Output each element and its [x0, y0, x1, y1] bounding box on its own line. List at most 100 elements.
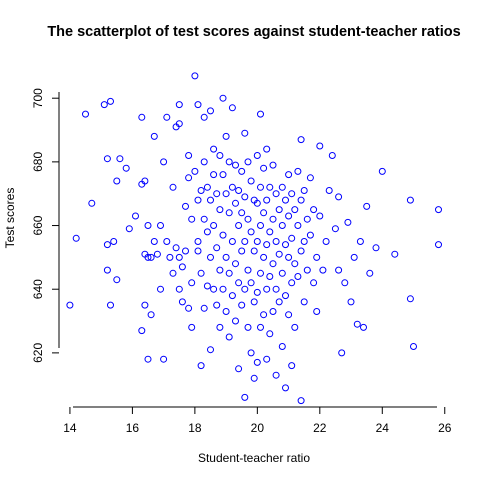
data-point	[253, 152, 261, 159]
data-point	[207, 253, 214, 261]
data-point	[260, 253, 268, 261]
data-point	[303, 215, 311, 223]
data-point	[185, 174, 193, 182]
data-point	[141, 177, 149, 185]
data-point	[216, 323, 224, 331]
data-point	[175, 101, 183, 109]
data-point	[297, 247, 305, 255]
data-point	[160, 158, 168, 166]
data-point	[263, 145, 271, 153]
data-point	[188, 215, 196, 223]
data-point	[247, 349, 255, 357]
data-point	[288, 190, 296, 198]
data-point	[232, 199, 239, 207]
data-point	[191, 167, 199, 175]
data-point	[122, 164, 130, 172]
data-point	[328, 152, 336, 159]
data-point	[163, 113, 171, 121]
data-point	[138, 113, 146, 121]
data-point	[169, 269, 177, 277]
data-point	[235, 365, 243, 373]
data-point	[319, 266, 327, 274]
data-point	[178, 263, 186, 271]
data-point	[225, 209, 233, 217]
data-point	[253, 199, 261, 207]
data-point	[266, 228, 274, 236]
data-point	[366, 269, 374, 277]
data-point	[228, 292, 236, 300]
data-point	[263, 241, 271, 249]
x-tick-label: 26	[438, 421, 452, 435]
data-point	[306, 231, 314, 239]
data-point	[257, 269, 264, 277]
data-point	[263, 285, 271, 293]
x-axis-ticks: 14 16 18 20 22 24 26	[63, 407, 452, 435]
data-point	[172, 244, 180, 252]
data-point	[147, 253, 155, 261]
data-point	[207, 346, 214, 354]
data-point	[185, 152, 193, 159]
data-point	[194, 238, 202, 245]
data-point	[194, 247, 202, 255]
data-point	[241, 393, 249, 401]
data-point	[257, 110, 264, 118]
data-point	[406, 295, 414, 303]
data-point	[194, 196, 202, 204]
data-point	[207, 196, 214, 204]
data-point	[100, 101, 108, 109]
data-point	[235, 187, 243, 194]
data-point	[116, 155, 124, 163]
data-point	[191, 72, 199, 80]
data-point	[225, 333, 233, 341]
data-point	[197, 187, 205, 194]
data-point	[188, 279, 196, 287]
data-point	[225, 269, 233, 277]
data-point	[66, 301, 74, 309]
data-point	[216, 266, 224, 274]
data-point	[263, 355, 271, 363]
x-axis-label: Student-teacher ratio	[198, 451, 310, 465]
data-point	[278, 183, 286, 191]
data-point	[291, 323, 299, 331]
data-point	[435, 206, 442, 214]
data-point	[322, 238, 330, 245]
data-point	[247, 177, 255, 185]
data-point	[241, 285, 249, 293]
data-point	[356, 238, 364, 245]
data-point	[200, 215, 208, 223]
data-point	[272, 371, 280, 379]
data-point	[197, 362, 205, 370]
data-point	[216, 206, 224, 214]
data-point	[250, 298, 258, 306]
data-point	[282, 241, 289, 249]
data-point	[253, 238, 261, 245]
data-point	[203, 228, 211, 236]
data-point	[232, 260, 239, 268]
data-point	[260, 164, 268, 172]
data-point	[213, 244, 221, 252]
data-point	[285, 171, 293, 179]
data-point	[257, 323, 264, 331]
data-point	[250, 374, 258, 382]
data-point	[410, 343, 417, 350]
data-point	[310, 206, 318, 214]
data-point	[88, 199, 96, 207]
data-point	[150, 238, 158, 245]
data-point	[222, 190, 230, 198]
data-point	[213, 301, 221, 309]
data-point	[210, 285, 218, 293]
data-point	[153, 250, 161, 258]
data-point	[272, 238, 280, 245]
data-point	[257, 222, 264, 229]
data-point	[232, 317, 239, 325]
data-point	[282, 196, 289, 204]
data-point	[363, 202, 371, 210]
data-point	[147, 311, 155, 319]
data-point	[344, 218, 352, 226]
data-point	[288, 362, 296, 370]
y-tick-label: 640	[31, 279, 45, 299]
data-point	[306, 174, 314, 182]
data-point	[113, 276, 121, 284]
data-point	[297, 397, 305, 405]
